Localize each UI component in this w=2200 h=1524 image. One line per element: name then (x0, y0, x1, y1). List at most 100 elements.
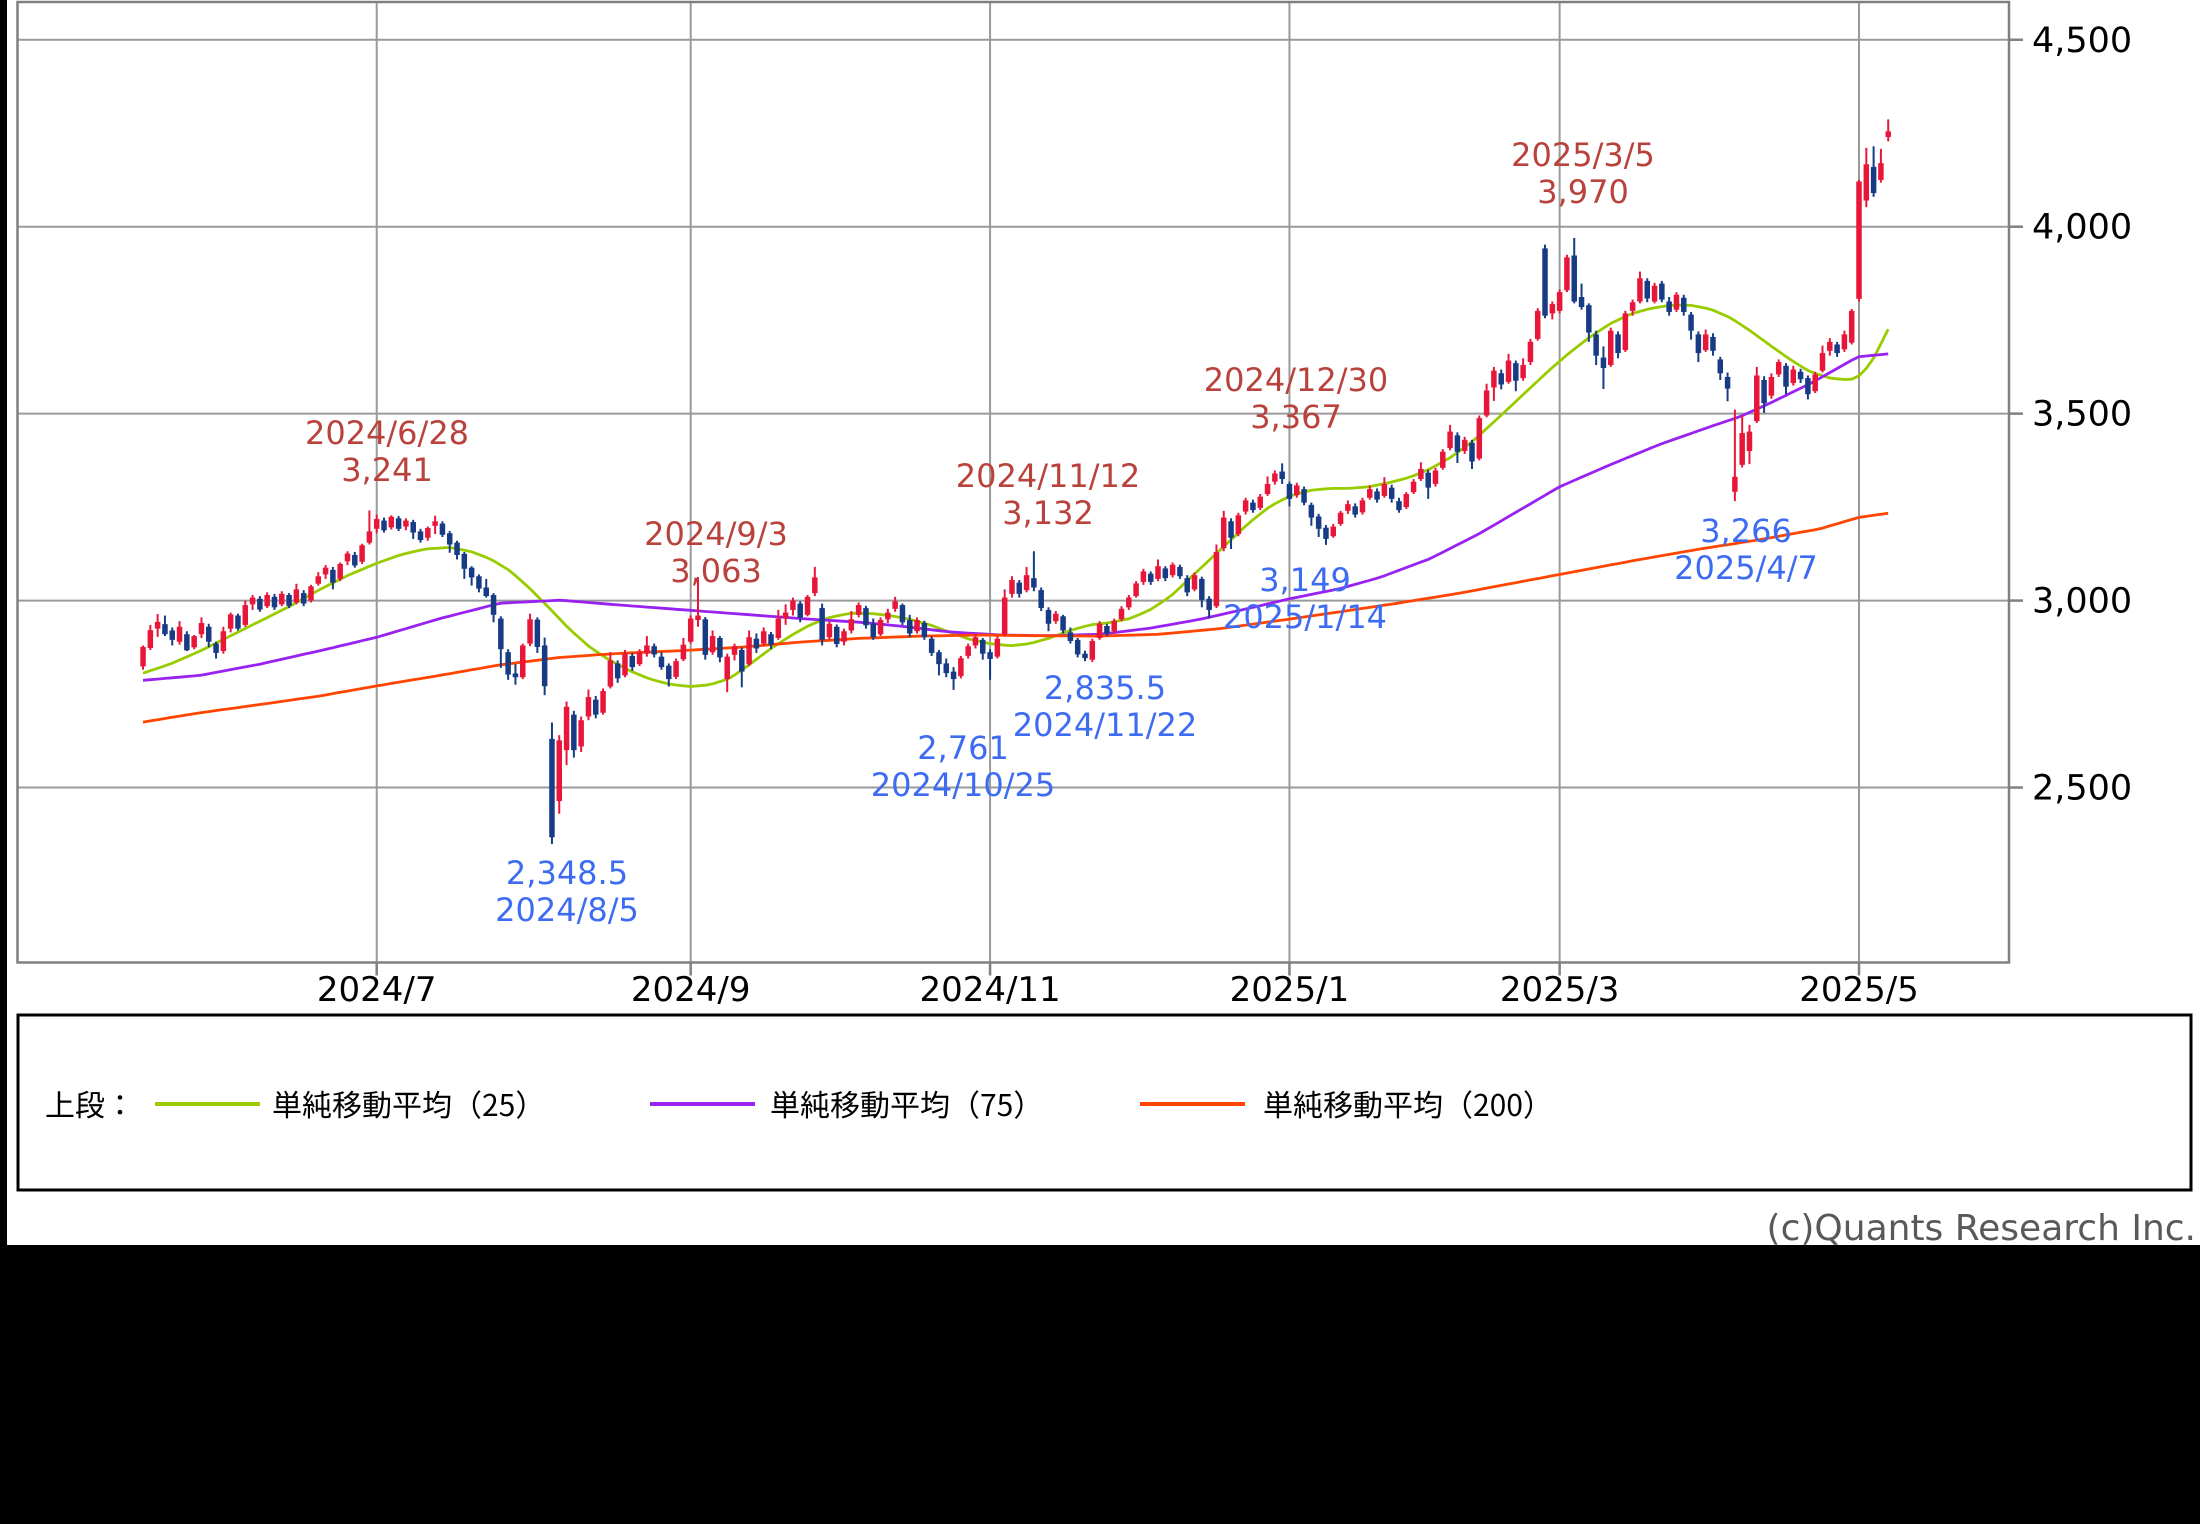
candle-body (687, 618, 694, 642)
candle-body (724, 656, 730, 680)
candle-body (505, 652, 511, 675)
annotation-peak: 3,367 (1250, 398, 1342, 436)
candle-body (1345, 504, 1351, 511)
candle-body (1717, 359, 1724, 374)
candle-body (833, 626, 840, 644)
candle-body (1878, 163, 1884, 180)
candle-body (1790, 369, 1797, 383)
candle-body (468, 567, 475, 578)
candle-body (1797, 371, 1804, 380)
candle-body (1337, 512, 1344, 524)
y-axis-label: 3,500 (2032, 395, 2132, 435)
candle-body (1250, 502, 1256, 511)
candle-body (271, 596, 278, 608)
y-axis-label: 2,500 (2032, 769, 2132, 809)
candle-body (1848, 310, 1855, 343)
candle-body (1856, 181, 1862, 299)
candle-body (812, 577, 818, 594)
candle-body (1111, 620, 1117, 632)
candle-body (760, 631, 767, 644)
candle-body (1834, 344, 1840, 354)
candle-body (1009, 580, 1015, 594)
candle-body (855, 605, 862, 615)
candle-body (227, 614, 234, 629)
candle-body (549, 738, 555, 838)
candle-body (980, 639, 986, 654)
x-axis-label: 2025/3 (1500, 970, 1620, 1010)
candle-body (1805, 378, 1811, 395)
candle-body (162, 624, 168, 635)
candle-body (1191, 575, 1198, 590)
candle-body (1461, 439, 1468, 452)
candle-body (1885, 131, 1891, 137)
x-axis-label: 2024/11 (919, 970, 1060, 1010)
candle-body (498, 618, 504, 650)
candle-body (1016, 582, 1023, 594)
candle-body (571, 714, 577, 751)
candle-body (1695, 334, 1702, 354)
annotation-trough: 2024/10/25 (871, 766, 1055, 804)
candle-body (1162, 568, 1169, 579)
candle-body (1425, 472, 1431, 488)
candle-body (1096, 623, 1103, 638)
candle-body (1388, 487, 1395, 499)
candle-body (1301, 489, 1307, 503)
candle-body (1819, 353, 1826, 371)
candle-body (593, 699, 599, 715)
candle-body (147, 630, 154, 649)
candle-body (1673, 294, 1680, 310)
candle-body (702, 619, 709, 655)
candle-body (782, 612, 789, 619)
candle-body (1126, 597, 1132, 608)
candle-body (1542, 248, 1548, 316)
candle-body (826, 623, 833, 638)
candle-body (1177, 566, 1183, 577)
candle-body (1440, 451, 1446, 468)
annotation-peak: 2024/6/28 (305, 414, 469, 452)
candle-body (1659, 283, 1665, 300)
bottom-black-bar (0, 1245, 2200, 1524)
candle-body (717, 637, 723, 658)
candle-body (541, 645, 548, 687)
x-axis-label: 2025/1 (1230, 970, 1350, 1010)
candle-body (293, 589, 300, 603)
candle-body (249, 597, 256, 605)
candle-body (461, 553, 468, 569)
candle-body (315, 576, 322, 584)
candle-body (1724, 377, 1731, 389)
candle-body (279, 593, 285, 605)
y-axis-label: 4,500 (2032, 21, 2132, 61)
candle-body (1578, 296, 1585, 308)
candle-body (1074, 639, 1081, 655)
candle-body (388, 516, 395, 528)
candle-body (1242, 500, 1249, 512)
annotation-trough: 2025/4/7 (1674, 549, 1818, 587)
annotation-peak: 3,970 (1537, 173, 1629, 211)
candle-body (1688, 314, 1694, 331)
candle-body (1622, 313, 1629, 351)
legend-label-ma200 (1264, 1090, 1533, 1119)
annotation-trough: 2024/11/22 (1013, 706, 1197, 744)
candle-body (914, 620, 920, 632)
candle-body (1367, 489, 1373, 498)
candle-body (622, 653, 628, 676)
candle-body (600, 691, 606, 713)
candle-body (220, 631, 227, 652)
candle-body (235, 615, 241, 629)
candle-body (1564, 257, 1570, 291)
candle-body (1505, 360, 1512, 382)
legend-row: 上段： 単純移動平均（25） 単純移動平均（75） 単純移動平均（200） (46, 1090, 1533, 1119)
annotation-peak: 2024/9/3 (644, 515, 788, 553)
candle-body (1418, 468, 1424, 480)
annotation-trough: 2024/8/5 (495, 891, 639, 929)
candle-body (731, 646, 738, 655)
candle-body (198, 623, 205, 635)
candle-body (381, 520, 387, 531)
candle-body (848, 619, 855, 631)
candle-body (739, 649, 745, 672)
annotation-trough: 2,348.5 (506, 854, 628, 892)
left-black-bar (0, 0, 7, 1524)
annotation-trough: 3,149 (1259, 561, 1351, 599)
candle-body (403, 520, 409, 527)
